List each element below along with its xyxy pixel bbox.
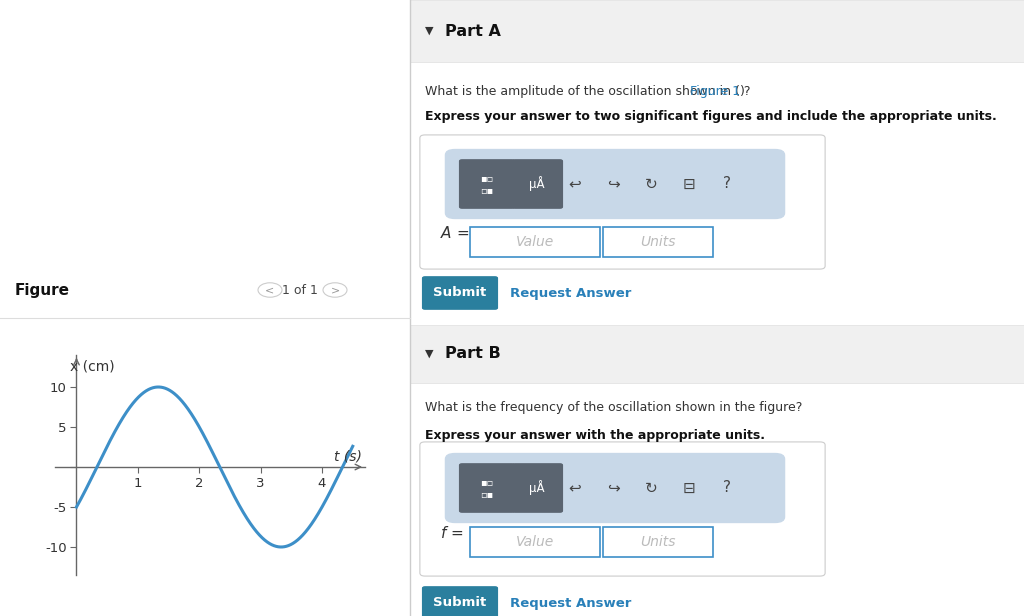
Text: ▪▫
▫▪: ▪▫ ▫▪ xyxy=(480,173,494,195)
Text: )?: )? xyxy=(740,85,752,98)
Text: x (cm): x (cm) xyxy=(71,359,115,373)
Text: Submit: Submit xyxy=(433,286,486,299)
Text: ⊟: ⊟ xyxy=(683,480,695,495)
Text: $f$ =: $f$ = xyxy=(440,525,464,541)
Text: ?: ? xyxy=(723,177,731,192)
Text: Value: Value xyxy=(516,535,554,549)
Text: Units: Units xyxy=(640,235,676,249)
Text: Figure 1: Figure 1 xyxy=(690,85,740,98)
Text: Part A: Part A xyxy=(445,23,501,38)
Text: Part B: Part B xyxy=(445,346,501,362)
Text: What is the frequency of the oscillation shown in the figure?: What is the frequency of the oscillation… xyxy=(425,401,803,414)
Text: ↪: ↪ xyxy=(606,480,620,495)
Text: ▼: ▼ xyxy=(425,26,433,36)
Text: Units: Units xyxy=(640,535,676,549)
Text: ↻: ↻ xyxy=(645,177,657,192)
Text: Figure: Figure xyxy=(15,283,70,298)
Text: ↪: ↪ xyxy=(606,177,620,192)
Text: ?: ? xyxy=(723,480,731,495)
Text: ▪▫
▫▪: ▪▫ ▫▪ xyxy=(480,477,494,499)
Text: Request Answer: Request Answer xyxy=(510,596,632,609)
Text: ↻: ↻ xyxy=(645,480,657,495)
Text: ↩: ↩ xyxy=(568,177,582,192)
Text: >: > xyxy=(331,285,340,295)
Text: Request Answer: Request Answer xyxy=(510,286,632,299)
Text: Express your answer with the appropriate units.: Express your answer with the appropriate… xyxy=(425,429,765,442)
Text: ↩: ↩ xyxy=(568,480,582,495)
Text: μÅ: μÅ xyxy=(529,177,545,192)
Text: Value: Value xyxy=(516,235,554,249)
Text: ▼: ▼ xyxy=(425,349,433,359)
Text: $A$ =: $A$ = xyxy=(440,225,469,241)
Text: ⊟: ⊟ xyxy=(683,177,695,192)
Text: 1 of 1: 1 of 1 xyxy=(282,283,317,296)
Text: μÅ: μÅ xyxy=(529,480,545,495)
Text: t (s): t (s) xyxy=(334,449,361,463)
Text: Express your answer to two significant figures and include the appropriate units: Express your answer to two significant f… xyxy=(425,110,996,123)
Text: What is the amplitude of the oscillation shown in (: What is the amplitude of the oscillation… xyxy=(425,85,740,98)
Text: Submit: Submit xyxy=(433,596,486,609)
Text: <: < xyxy=(265,285,274,295)
